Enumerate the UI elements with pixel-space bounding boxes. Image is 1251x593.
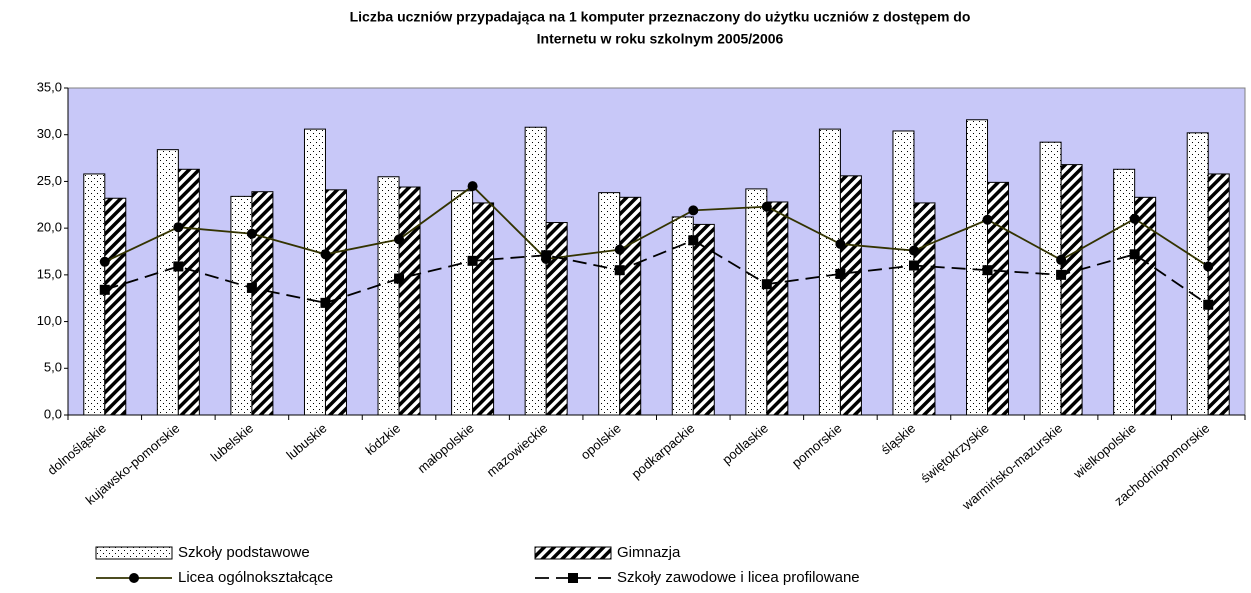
line-marker	[908, 245, 919, 256]
x-tick-label: pomorskie	[789, 420, 845, 470]
bar	[156, 149, 179, 416]
x-tick-label: śląskie	[878, 420, 918, 457]
line-marker	[1129, 249, 1140, 260]
bar	[1207, 173, 1230, 416]
bar	[377, 176, 400, 416]
line-marker	[688, 205, 699, 216]
line-marker	[99, 256, 110, 267]
bar	[745, 188, 768, 416]
legend-label: Szkoły podstawowe	[178, 544, 310, 561]
bar	[104, 197, 127, 416]
line-marker	[541, 250, 552, 261]
legend-label: Gimnazja	[617, 544, 681, 561]
line-marker	[394, 234, 405, 245]
y-tick-label: 20,0	[37, 220, 62, 235]
bar	[1186, 132, 1209, 416]
bar	[913, 202, 936, 416]
line-marker	[761, 201, 772, 212]
line-marker	[1056, 254, 1067, 265]
x-tick-label: małopolskie	[414, 420, 476, 476]
bar	[230, 195, 253, 416]
bar	[987, 181, 1010, 416]
x-tick-label: łódzkie	[363, 420, 404, 458]
legend-label: Szkoły zawodowe i licea profilowane	[617, 569, 860, 586]
bar	[598, 192, 621, 416]
y-tick-label: 15,0	[37, 266, 62, 281]
y-tick-label: 30,0	[37, 126, 62, 141]
bar	[177, 168, 200, 416]
bar	[839, 175, 862, 416]
y-tick-label: 0,0	[44, 406, 62, 421]
y-tick-label: 25,0	[37, 173, 62, 188]
legend-swatch	[534, 546, 612, 560]
legend-marker	[129, 573, 139, 583]
line-marker	[394, 273, 405, 284]
x-tick-label: opolskie	[578, 420, 624, 462]
x-tick-label: dolnośląskie	[44, 420, 108, 477]
line-marker	[467, 181, 478, 192]
line-marker	[1129, 213, 1140, 224]
bar	[1134, 196, 1157, 416]
y-tick-label: 5,0	[44, 360, 62, 375]
line-marker	[982, 265, 993, 276]
x-tick-label: lubuskie	[283, 420, 329, 462]
line-marker	[320, 249, 331, 260]
bar	[398, 186, 421, 416]
x-tick-label: mazowieckie	[484, 420, 551, 479]
chart-title: Liczba uczniów przypadająca na 1 kompute…	[350, 9, 971, 25]
bar	[1113, 168, 1136, 416]
bar	[451, 190, 474, 416]
bar	[524, 126, 547, 416]
line-marker	[761, 279, 772, 290]
bar	[251, 191, 274, 416]
line-series	[104, 184, 1209, 268]
bar	[619, 196, 642, 416]
line-marker	[835, 239, 846, 250]
line-marker	[1056, 269, 1067, 280]
bar	[692, 223, 715, 416]
line-marker	[1203, 299, 1214, 310]
bar	[472, 202, 495, 416]
line-marker	[614, 244, 625, 255]
y-tick-label: 35,0	[37, 79, 62, 94]
chart-title: Internetu w roku szkolnym 2005/2006	[537, 31, 784, 47]
line-marker	[1203, 261, 1214, 272]
line-marker	[246, 228, 257, 239]
line-series	[104, 239, 1209, 306]
x-tick-label: lubelskie	[208, 420, 256, 464]
x-tick-label: podkarpackie	[629, 420, 698, 481]
legend-label: Licea ogólnokształcące	[178, 569, 333, 586]
line-marker	[99, 284, 110, 295]
line-marker	[173, 261, 184, 272]
line-marker	[688, 235, 699, 246]
x-tick-label: wielkopolskie	[1070, 420, 1139, 481]
bar	[1060, 164, 1083, 416]
line-marker	[614, 265, 625, 276]
bar	[303, 128, 326, 416]
line-marker	[320, 297, 331, 308]
line-marker	[467, 255, 478, 266]
x-tick-label: świętokrzyskie	[918, 420, 992, 485]
line-marker	[246, 282, 257, 293]
bar	[892, 130, 915, 416]
bar	[766, 201, 789, 416]
legend-swatch	[95, 546, 173, 560]
line-marker	[982, 214, 993, 225]
y-tick-label: 10,0	[37, 313, 62, 328]
legend-marker	[568, 573, 578, 583]
x-tick-label: podlaskie	[719, 420, 771, 467]
line-marker	[835, 268, 846, 279]
bar	[545, 222, 568, 416]
line-marker	[173, 222, 184, 233]
line-marker	[908, 260, 919, 271]
